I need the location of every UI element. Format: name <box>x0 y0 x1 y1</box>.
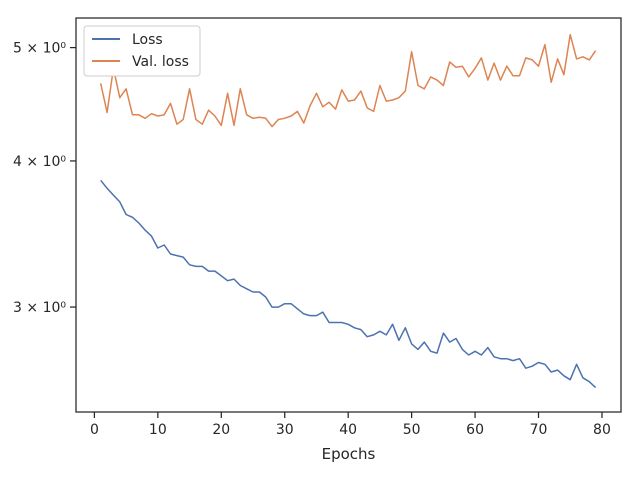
series-line-loss <box>100 179 597 389</box>
y-tick-label: 4 × 10⁰ <box>13 154 66 170</box>
x-tick-label: 70 <box>530 422 548 438</box>
legend-label-loss: Loss <box>132 32 163 48</box>
x-tick-label: 50 <box>403 422 421 438</box>
x-tick-label: 60 <box>466 422 484 438</box>
series-line-val-loss <box>99 33 597 128</box>
y-tick-label: 3 × 10⁰ <box>13 300 66 316</box>
legend: Loss Val. loss <box>83 25 201 77</box>
x-tick-label: 80 <box>593 422 611 438</box>
x-tick-label: 10 <box>149 422 167 438</box>
y-tick-label: 5 × 10⁰ <box>13 41 66 57</box>
legend-label-val-loss: Val. loss <box>132 54 189 70</box>
x-tick-label: 20 <box>212 422 230 438</box>
x-axis-label: Epochs <box>322 445 376 463</box>
x-tick-label: 30 <box>276 422 294 438</box>
x-tick-label: 0 <box>90 422 99 438</box>
x-tick-label: 40 <box>339 422 357 438</box>
